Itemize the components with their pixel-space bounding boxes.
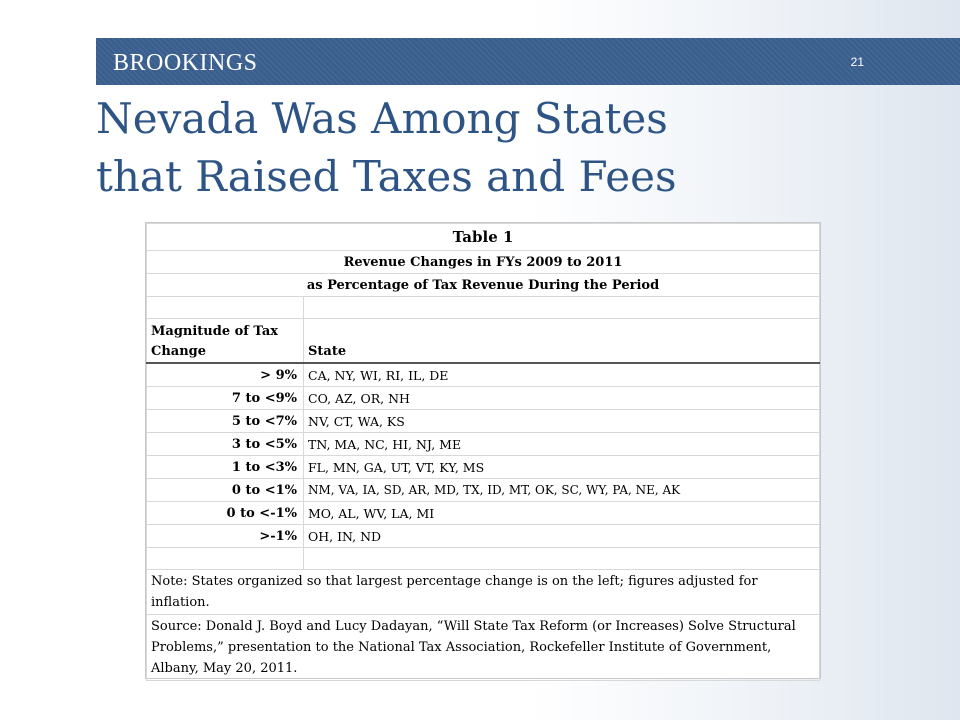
table-title-row: Table 1 xyxy=(146,223,820,251)
table-row: 0 to <1% NM, VA, IA, SD, AR, MD, TX, ID,… xyxy=(146,478,820,502)
slide-title: Nevada Was Among States that Raised Taxe… xyxy=(96,90,876,206)
slide-title-line-2: that Raised Taxes and Fees xyxy=(96,152,677,201)
table-row: 3 to <5% TN, MA, NC, HI, NJ, ME xyxy=(146,432,820,456)
blank-cell xyxy=(146,547,304,570)
blank-cell xyxy=(146,296,304,319)
magnitude-cell: 5 to <7% xyxy=(146,409,304,433)
column-header-row: Magnitude of Tax Change State xyxy=(146,318,820,364)
magnitude-cell: > 9% xyxy=(146,362,304,387)
source-row: Source: Donald J. Boyd and Lucy Dadayan,… xyxy=(146,614,820,681)
states-cell: TN, MA, NC, HI, NJ, ME xyxy=(303,432,820,456)
magnitude-cell: 0 to <-1% xyxy=(146,501,304,525)
revenue-table-container: Table 1 Revenue Changes in FYs 2009 to 2… xyxy=(145,222,821,681)
states-cell: NV, CT, WA, KS xyxy=(303,409,820,433)
magnitude-cell: 0 to <1% xyxy=(146,478,304,502)
note-row: Note: States organized so that largest p… xyxy=(146,569,820,615)
table-subtitle-row: Revenue Changes in FYs 2009 to 2011 xyxy=(146,250,820,274)
brand-logo: BROOKINGS xyxy=(113,50,258,76)
table-source: Source: Donald J. Boyd and Lucy Dadayan,… xyxy=(146,614,820,681)
table-subtitle-row: as Percentage of Tax Revenue During the … xyxy=(146,273,820,297)
table-row: >-1% OH, IN, ND xyxy=(146,524,820,548)
page-number: 21 xyxy=(850,55,864,69)
states-cell: OH, IN, ND xyxy=(303,524,820,548)
magnitude-cell: 1 to <3% xyxy=(146,455,304,479)
header-banner: BROOKINGS 21 xyxy=(96,38,960,85)
table-row: 5 to <7% NV, CT, WA, KS xyxy=(146,409,820,433)
table-subtitle-1: Revenue Changes in FYs 2009 to 2011 xyxy=(146,250,820,274)
table-subtitle-2: as Percentage of Tax Revenue During the … xyxy=(146,273,820,297)
states-cell: MO, AL, WV, LA, MI xyxy=(303,501,820,525)
blank-row xyxy=(146,296,820,319)
table-row: 7 to <9% CO, AZ, OR, NH xyxy=(146,386,820,410)
slide-title-line-1: Nevada Was Among States xyxy=(96,94,668,143)
blank-row xyxy=(146,547,820,570)
blank-cell xyxy=(303,296,820,319)
table-row: > 9% CA, NY, WI, RI, IL, DE xyxy=(146,362,820,387)
column-header-state: State xyxy=(303,318,820,364)
states-cell: FL, MN, GA, UT, VT, KY, MS xyxy=(303,455,820,479)
table-title: Table 1 xyxy=(146,223,820,251)
magnitude-cell: 7 to <9% xyxy=(146,386,304,410)
states-cell: NM, VA, IA, SD, AR, MD, TX, ID, MT, OK, … xyxy=(303,478,820,502)
revenue-table: Table 1 Revenue Changes in FYs 2009 to 2… xyxy=(146,223,820,681)
table-note: Note: States organized so that largest p… xyxy=(146,569,820,615)
magnitude-cell: 3 to <5% xyxy=(146,432,304,456)
table-row: 0 to <-1% MO, AL, WV, LA, MI xyxy=(146,501,820,525)
column-header-magnitude: Magnitude of Tax Change xyxy=(146,318,304,364)
magnitude-cell: >-1% xyxy=(146,524,304,548)
states-cell: CO, AZ, OR, NH xyxy=(303,386,820,410)
states-cell: CA, NY, WI, RI, IL, DE xyxy=(303,362,820,387)
table-row: 1 to <3% FL, MN, GA, UT, VT, KY, MS xyxy=(146,455,820,479)
blank-cell xyxy=(303,547,820,570)
